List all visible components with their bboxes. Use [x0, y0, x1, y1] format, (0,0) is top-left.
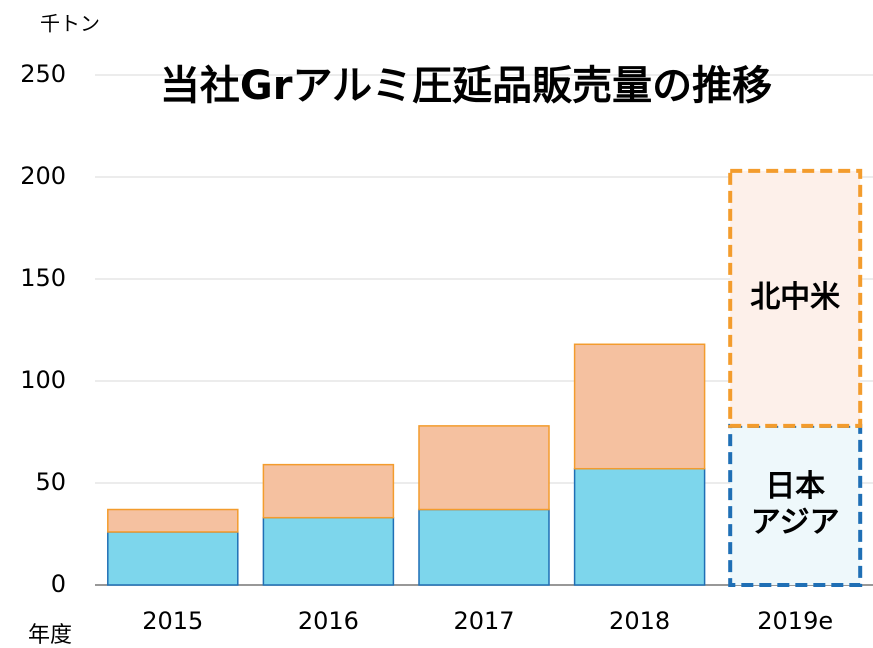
- y-tick-label: 250: [20, 60, 66, 88]
- bar-segment: [728, 168, 863, 428]
- y-tick-label: 0: [51, 570, 66, 598]
- chart-title: 当社Grアルミ圧延品販売量の推移: [160, 63, 772, 109]
- x-tick-label: 2019e: [757, 607, 833, 635]
- series-label: アジア: [751, 505, 840, 540]
- bar-segment: [418, 508, 550, 586]
- bar-segment: [107, 508, 239, 533]
- bar-segment: [107, 531, 239, 586]
- series-label: 日本: [765, 469, 825, 504]
- series-label: 北中米: [750, 280, 840, 315]
- bar-segment: [573, 467, 706, 586]
- x-tick-label: 2017: [453, 607, 514, 635]
- y-unit: 千トン: [40, 12, 100, 36]
- x-tick-label: 2018: [609, 607, 670, 635]
- x-axis-label: 年度: [28, 623, 72, 648]
- bar-segment: [262, 463, 395, 519]
- bar-segment: [573, 343, 706, 470]
- y-tick-label: 200: [20, 162, 66, 190]
- y-tick-label: 150: [20, 264, 66, 292]
- x-tick-label: 2016: [298, 607, 359, 635]
- y-tick-label: 50: [35, 468, 66, 496]
- y-tick-label: 100: [20, 366, 66, 394]
- bar-segment: [728, 423, 863, 587]
- bar-segment: [262, 516, 395, 586]
- x-tick-label: 2015: [142, 607, 203, 635]
- bar-segment: [418, 425, 550, 511]
